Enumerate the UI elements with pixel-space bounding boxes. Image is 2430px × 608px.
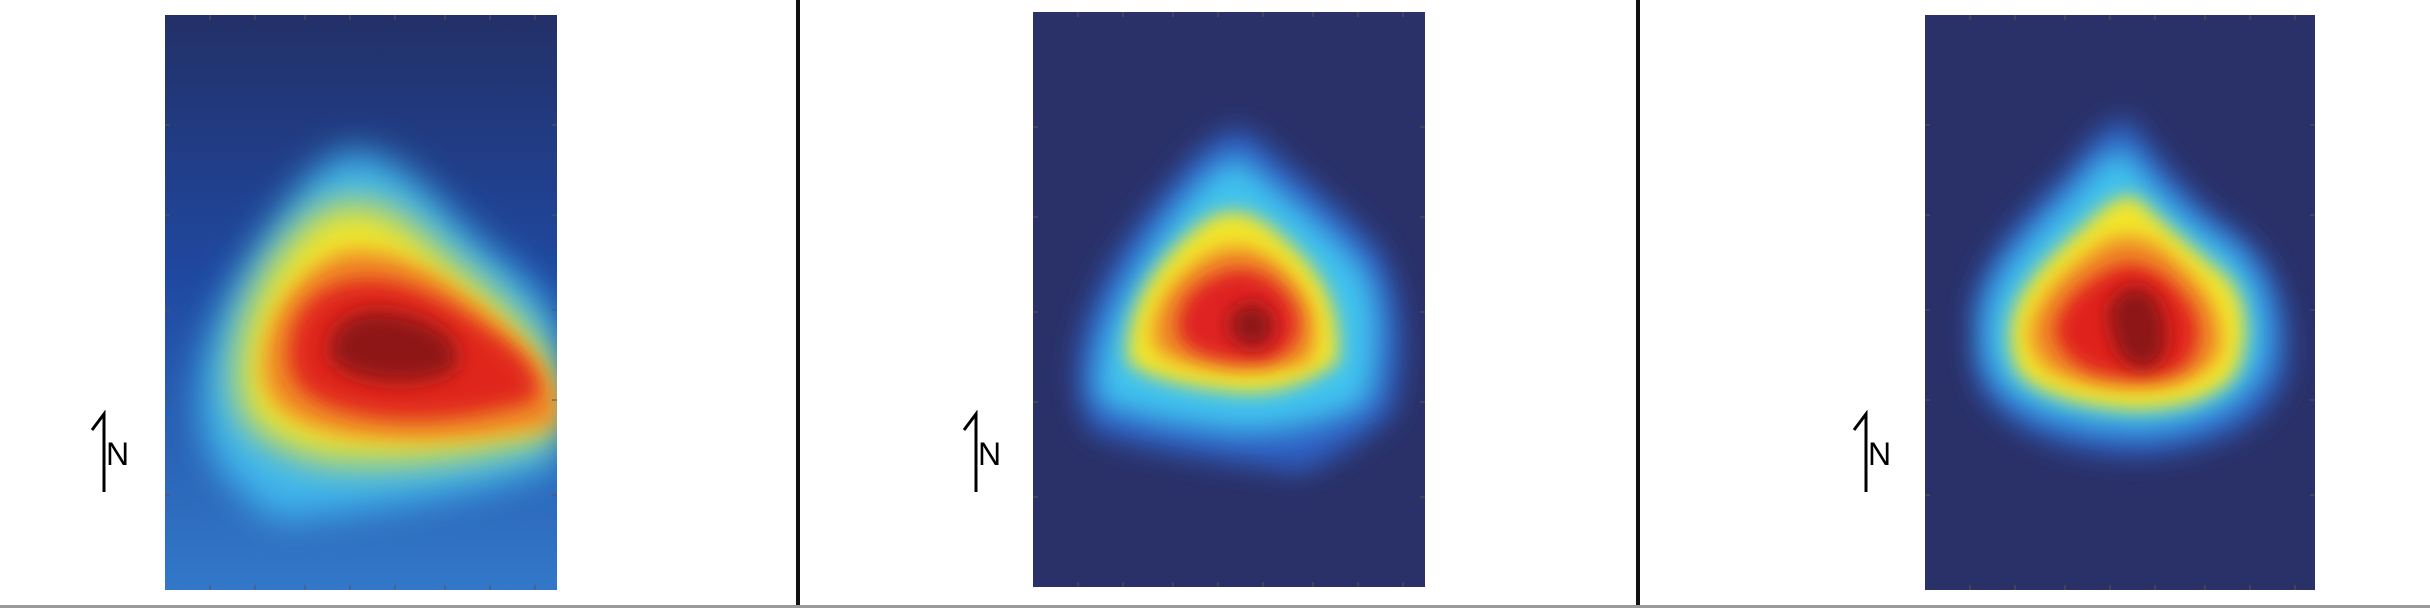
panel-middle: N bbox=[800, 0, 1638, 608]
north-arrow-icon bbox=[1852, 410, 1868, 492]
north-arrow-icon bbox=[90, 410, 106, 492]
north-arrow-middle: N bbox=[960, 410, 1040, 510]
heat-darkred-middle bbox=[1229, 303, 1273, 347]
panel-divider-1 bbox=[796, 0, 800, 608]
heat-darkred-right bbox=[2108, 287, 2167, 369]
north-arrow-icon bbox=[962, 410, 978, 492]
panel-right: N bbox=[1640, 0, 2430, 608]
heatmap-right bbox=[1925, 15, 2315, 590]
north-arrow-right: N bbox=[1850, 410, 1930, 510]
tick-marks-right bbox=[1925, 15, 2315, 590]
panel-divider-2 bbox=[1636, 0, 1640, 608]
north-label: N bbox=[106, 436, 130, 472]
tick-marks-middle bbox=[1033, 12, 1425, 587]
bottom-border bbox=[0, 605, 2430, 608]
panel-left: N bbox=[0, 0, 798, 608]
heatmap-left bbox=[165, 15, 557, 590]
north-label: N bbox=[978, 436, 1002, 472]
tick-marks-left bbox=[165, 15, 557, 590]
heat-darkred-left bbox=[329, 311, 458, 382]
north-label: N bbox=[1868, 436, 1892, 472]
heatmap-middle bbox=[1033, 12, 1425, 587]
north-arrow-left: N bbox=[88, 410, 168, 510]
